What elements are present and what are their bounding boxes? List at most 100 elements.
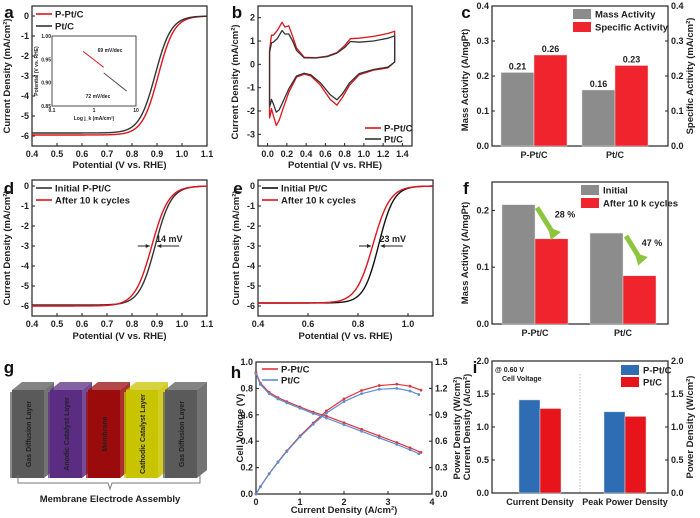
panel-label-e: e: [233, 179, 242, 198]
data-point: [342, 423, 346, 427]
panel-d: d 0.4 0.5 0.6 0.7 0.8 0.9 1.0 1.1 0 -1 -2 -3 -4 -5 -6 Po…: [2, 179, 213, 342]
x-tick-label: 0.4: [26, 319, 39, 329]
mea-layer: Gas Diffusion Layer: [10, 382, 54, 478]
bar: [589, 232, 624, 325]
layer-side-face: [197, 382, 207, 478]
inset-y-tick: 0.95: [41, 57, 51, 63]
legend-label: P-Pt/C: [384, 124, 413, 135]
layer-edge: [163, 392, 171, 478]
x-tick-label: 0.5: [51, 149, 64, 159]
x-tick-label: 0.7: [101, 149, 114, 159]
layer-label: Anodic Catalyst Layer: [64, 397, 71, 471]
data-point: [325, 416, 328, 420]
y-tick-label: 1.0: [476, 422, 489, 432]
legend-label: Initial: [603, 186, 628, 197]
data-point: [311, 422, 315, 426]
y-tick-label: -1: [247, 83, 255, 93]
y-tick-label: 0.0: [240, 489, 253, 499]
x-tick-label: 4: [429, 497, 434, 507]
y-right-tick-label: 2.0: [671, 356, 684, 366]
data-point: [311, 412, 315, 415]
x-tick-label: 1.1: [201, 149, 214, 159]
y-axis-label: Cell Voltage (V): [235, 394, 246, 463]
layer-top-face: [12, 382, 54, 390]
inset-frame: [51, 35, 137, 107]
x-axis-label: Potential (V vs. RHE): [288, 160, 382, 171]
y-tick-label: -6: [247, 301, 255, 311]
x-tick-label: 0.2: [281, 149, 294, 159]
x-axis-label: Potential (V vs. RHE): [73, 160, 167, 171]
shift-label: 23 mV: [379, 234, 406, 244]
panel-label-g: g: [4, 358, 14, 377]
y-right-tick-label: 0.0: [671, 141, 684, 151]
plot-frame: [491, 181, 669, 325]
legend-label: Pt/C: [643, 378, 662, 389]
data-point: [360, 427, 363, 431]
data-point: [419, 388, 423, 392]
x-axis-label: Current Density (A/cm²): [291, 505, 398, 516]
inset-x-label: Log j_k (mA/cm²): [74, 116, 115, 122]
decrease-label: 28 %: [555, 210, 576, 220]
panel-label-a: a: [4, 3, 14, 22]
y-right-tick-label: 0.4: [671, 1, 684, 11]
series-line: [32, 15, 208, 134]
bar: [603, 411, 626, 494]
data-point: [408, 448, 412, 452]
y-right-tick-label: 0.9: [435, 410, 448, 420]
arrow-head: [548, 226, 561, 240]
layer-label: Gas Diffusion Layer: [26, 401, 33, 467]
y-axis-label: Current Density (mA/cm²): [2, 190, 13, 305]
x-tick-label: 1: [297, 497, 302, 507]
bar-value-label: 0.26: [542, 44, 560, 54]
y-tick-label: 0.5: [476, 455, 489, 465]
panel-label-h: h: [231, 363, 241, 382]
y-tick-label: 0.3: [476, 36, 489, 46]
inset-x-tick: 0.1: [49, 108, 56, 114]
bar-value-label: 0.21: [509, 62, 527, 72]
legend-swatch: [581, 198, 599, 208]
y-tick-label: -2: [247, 221, 255, 231]
y-right-tick-label: 1.5: [435, 357, 448, 367]
y-tick-label: 0: [250, 181, 255, 191]
legend-swatch: [621, 377, 639, 387]
panel-label-i: i: [473, 358, 478, 377]
y-right-tick-label: 1.0: [671, 422, 684, 432]
data-point: [377, 384, 381, 387]
y-right-tick-label: 0.0: [435, 489, 448, 499]
power-curve: [255, 387, 420, 495]
inset-x-tick: 1: [93, 108, 96, 114]
x-tick-label: 0.0: [261, 149, 274, 159]
legend-label: After 10 k cycles: [281, 196, 356, 207]
cv-curve: [268, 29, 396, 113]
data-point: [360, 389, 363, 392]
data-point: [259, 485, 262, 489]
layer-top-face: [126, 382, 168, 390]
x-tick-label: 2: [341, 497, 346, 507]
y-tick-label: -5: [247, 281, 255, 291]
x-tick-label: 0: [253, 497, 258, 507]
y-right-tick-label: 0.5: [671, 455, 684, 465]
bar: [534, 238, 569, 325]
data-point: [417, 393, 421, 396]
legend-label: Pt/C: [281, 376, 300, 387]
data-point: [395, 441, 399, 444]
category-label: Peak Power Density: [582, 497, 668, 507]
y-tick-label: 0.6: [240, 410, 253, 420]
x-tick-label: 0.5: [51, 319, 64, 329]
legend-label: P-Pt/C: [55, 10, 84, 21]
legend-label: Initial P-Pt/C: [55, 184, 111, 195]
panel-e: e 0.4 0.6 0.8 1.0 0 -1 -2 -3 -4 -5 -6 Potential (V v…: [231, 179, 434, 342]
category-label: Current Density: [506, 497, 574, 507]
condition-label: @ 0.60 V: [495, 367, 524, 374]
legend-label: P-Pt/C: [281, 365, 310, 376]
category-label: P-Pt/C: [522, 328, 550, 338]
x-tick-label: 0.6: [76, 319, 89, 329]
y-tick-label: 0.2: [476, 205, 489, 215]
y-tick-label: 0.0: [476, 488, 489, 498]
layer-top-face: [165, 382, 207, 390]
y-tick-label: 0.1: [476, 262, 489, 272]
layer-edge: [10, 392, 18, 478]
data-point: [342, 421, 346, 425]
inset-fit-line: [82, 51, 104, 68]
